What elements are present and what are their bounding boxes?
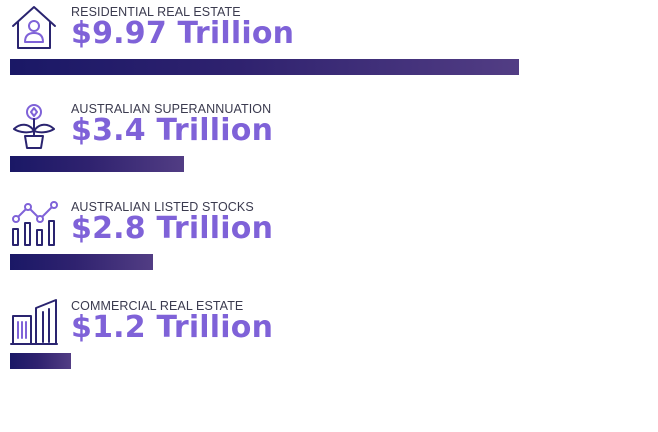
asset-value: $3.4 Trillion [71, 113, 274, 148]
asset-label: AUSTRALIAN LISTED STOCKS [71, 200, 254, 214]
asset-label: RESIDENTIAL REAL ESTATE [71, 5, 241, 19]
asset-bar [10, 353, 71, 369]
asset-bar [10, 156, 184, 172]
asset-bar [10, 254, 153, 270]
asset-label: COMMERCIAL REAL ESTATE [71, 299, 244, 313]
asset-row-residential-real-estate: RESIDENTIAL REAL ESTATE $9.97 Trillion [0, 0, 658, 80]
house-person-icon [10, 4, 58, 52]
asset-label: AUSTRALIAN SUPERANNUATION [71, 102, 272, 116]
asset-value: $9.97 Trillion [71, 16, 295, 51]
bar-line-chart-icon [10, 199, 58, 247]
potted-plant-coin-icon [10, 101, 58, 149]
asset-bar [10, 59, 519, 75]
asset-row-australian-superannuation: AUSTRALIAN SUPERANNUATION $3.4 Trillion [0, 97, 658, 177]
office-buildings-icon [10, 298, 58, 346]
asset-value: $2.8 Trillion [71, 211, 274, 246]
asset-row-commercial-real-estate: COMMERCIAL REAL ESTATE $1.2 Trillion [0, 294, 658, 374]
asset-row-australian-listed-stocks: AUSTRALIAN LISTED STOCKS $2.8 Trillion [0, 195, 658, 275]
asset-value: $1.2 Trillion [71, 310, 274, 345]
